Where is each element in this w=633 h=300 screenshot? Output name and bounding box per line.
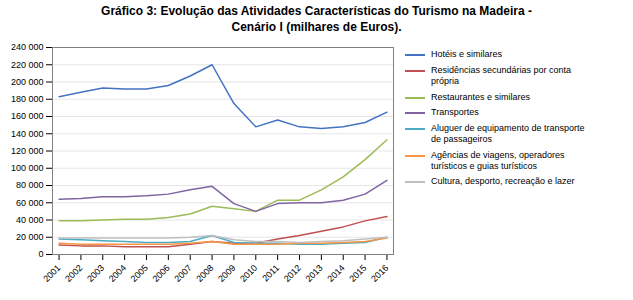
svg-text:0: 0 (38, 250, 43, 260)
html-text:Restaurantes e similares: Restaurantes e similares (431, 91, 530, 102)
svg-text:240 000: 240 000 (11, 43, 44, 53)
svg-text:2010: 2010 (238, 263, 259, 284)
svg-text:140 000: 140 000 (11, 129, 44, 139)
svg-text:40 000: 40 000 (16, 215, 44, 225)
html-text:Residências secundárias por co: Residências secundárias por conta própri… (431, 65, 572, 86)
svg-text:200 000: 200 000 (11, 77, 44, 87)
svg-text:2008: 2008 (194, 263, 215, 284)
svg-text:20 000: 20 000 (16, 232, 44, 242)
html-text:Aluguer de equipamento de tran: Aluguer de equipamento de transporte de … (431, 123, 585, 144)
svg-text:2002: 2002 (63, 263, 84, 284)
svg-text:2001: 2001 (41, 263, 62, 284)
svg-text:2003: 2003 (85, 263, 106, 284)
svg-text:160 000: 160 000 (11, 112, 44, 122)
svg-text:2015: 2015 (347, 263, 368, 284)
html-text:Agências de viagens, operadore: Agências de viagens, operadores turístic… (431, 149, 565, 171)
html-text:Transportes: Transportes (431, 107, 479, 118)
html-text:Gráfico 3: Evolução das Ativid: Gráfico 3: Evolução das Atividades Carac… (101, 4, 532, 34)
html-text:Cultura, desporto, recreação e: Cultura, desporto, recreação e lazer (431, 176, 575, 187)
svg-text:220 000: 220 000 (11, 60, 44, 70)
svg-text:2005: 2005 (129, 263, 150, 284)
svg-text:60 000: 60 000 (16, 198, 44, 208)
svg-text:2013: 2013 (304, 263, 325, 284)
svg-text:100 000: 100 000 (11, 163, 44, 173)
svg-text:2006: 2006 (151, 263, 172, 284)
svg-text:2012: 2012 (282, 263, 303, 284)
svg-text:80 000: 80 000 (16, 181, 44, 191)
svg-text:120 000: 120 000 (11, 146, 44, 156)
svg-text:2016: 2016 (369, 263, 390, 284)
svg-text:2007: 2007 (172, 263, 193, 284)
svg-text:2004: 2004 (107, 263, 128, 284)
svg-text:2014: 2014 (325, 263, 346, 284)
html-text:Hotéis e similares: Hotéis e similares (431, 49, 502, 60)
svg-text:180 000: 180 000 (11, 94, 44, 104)
svg-text:2009: 2009 (216, 263, 237, 284)
svg-text:2011: 2011 (260, 263, 281, 284)
